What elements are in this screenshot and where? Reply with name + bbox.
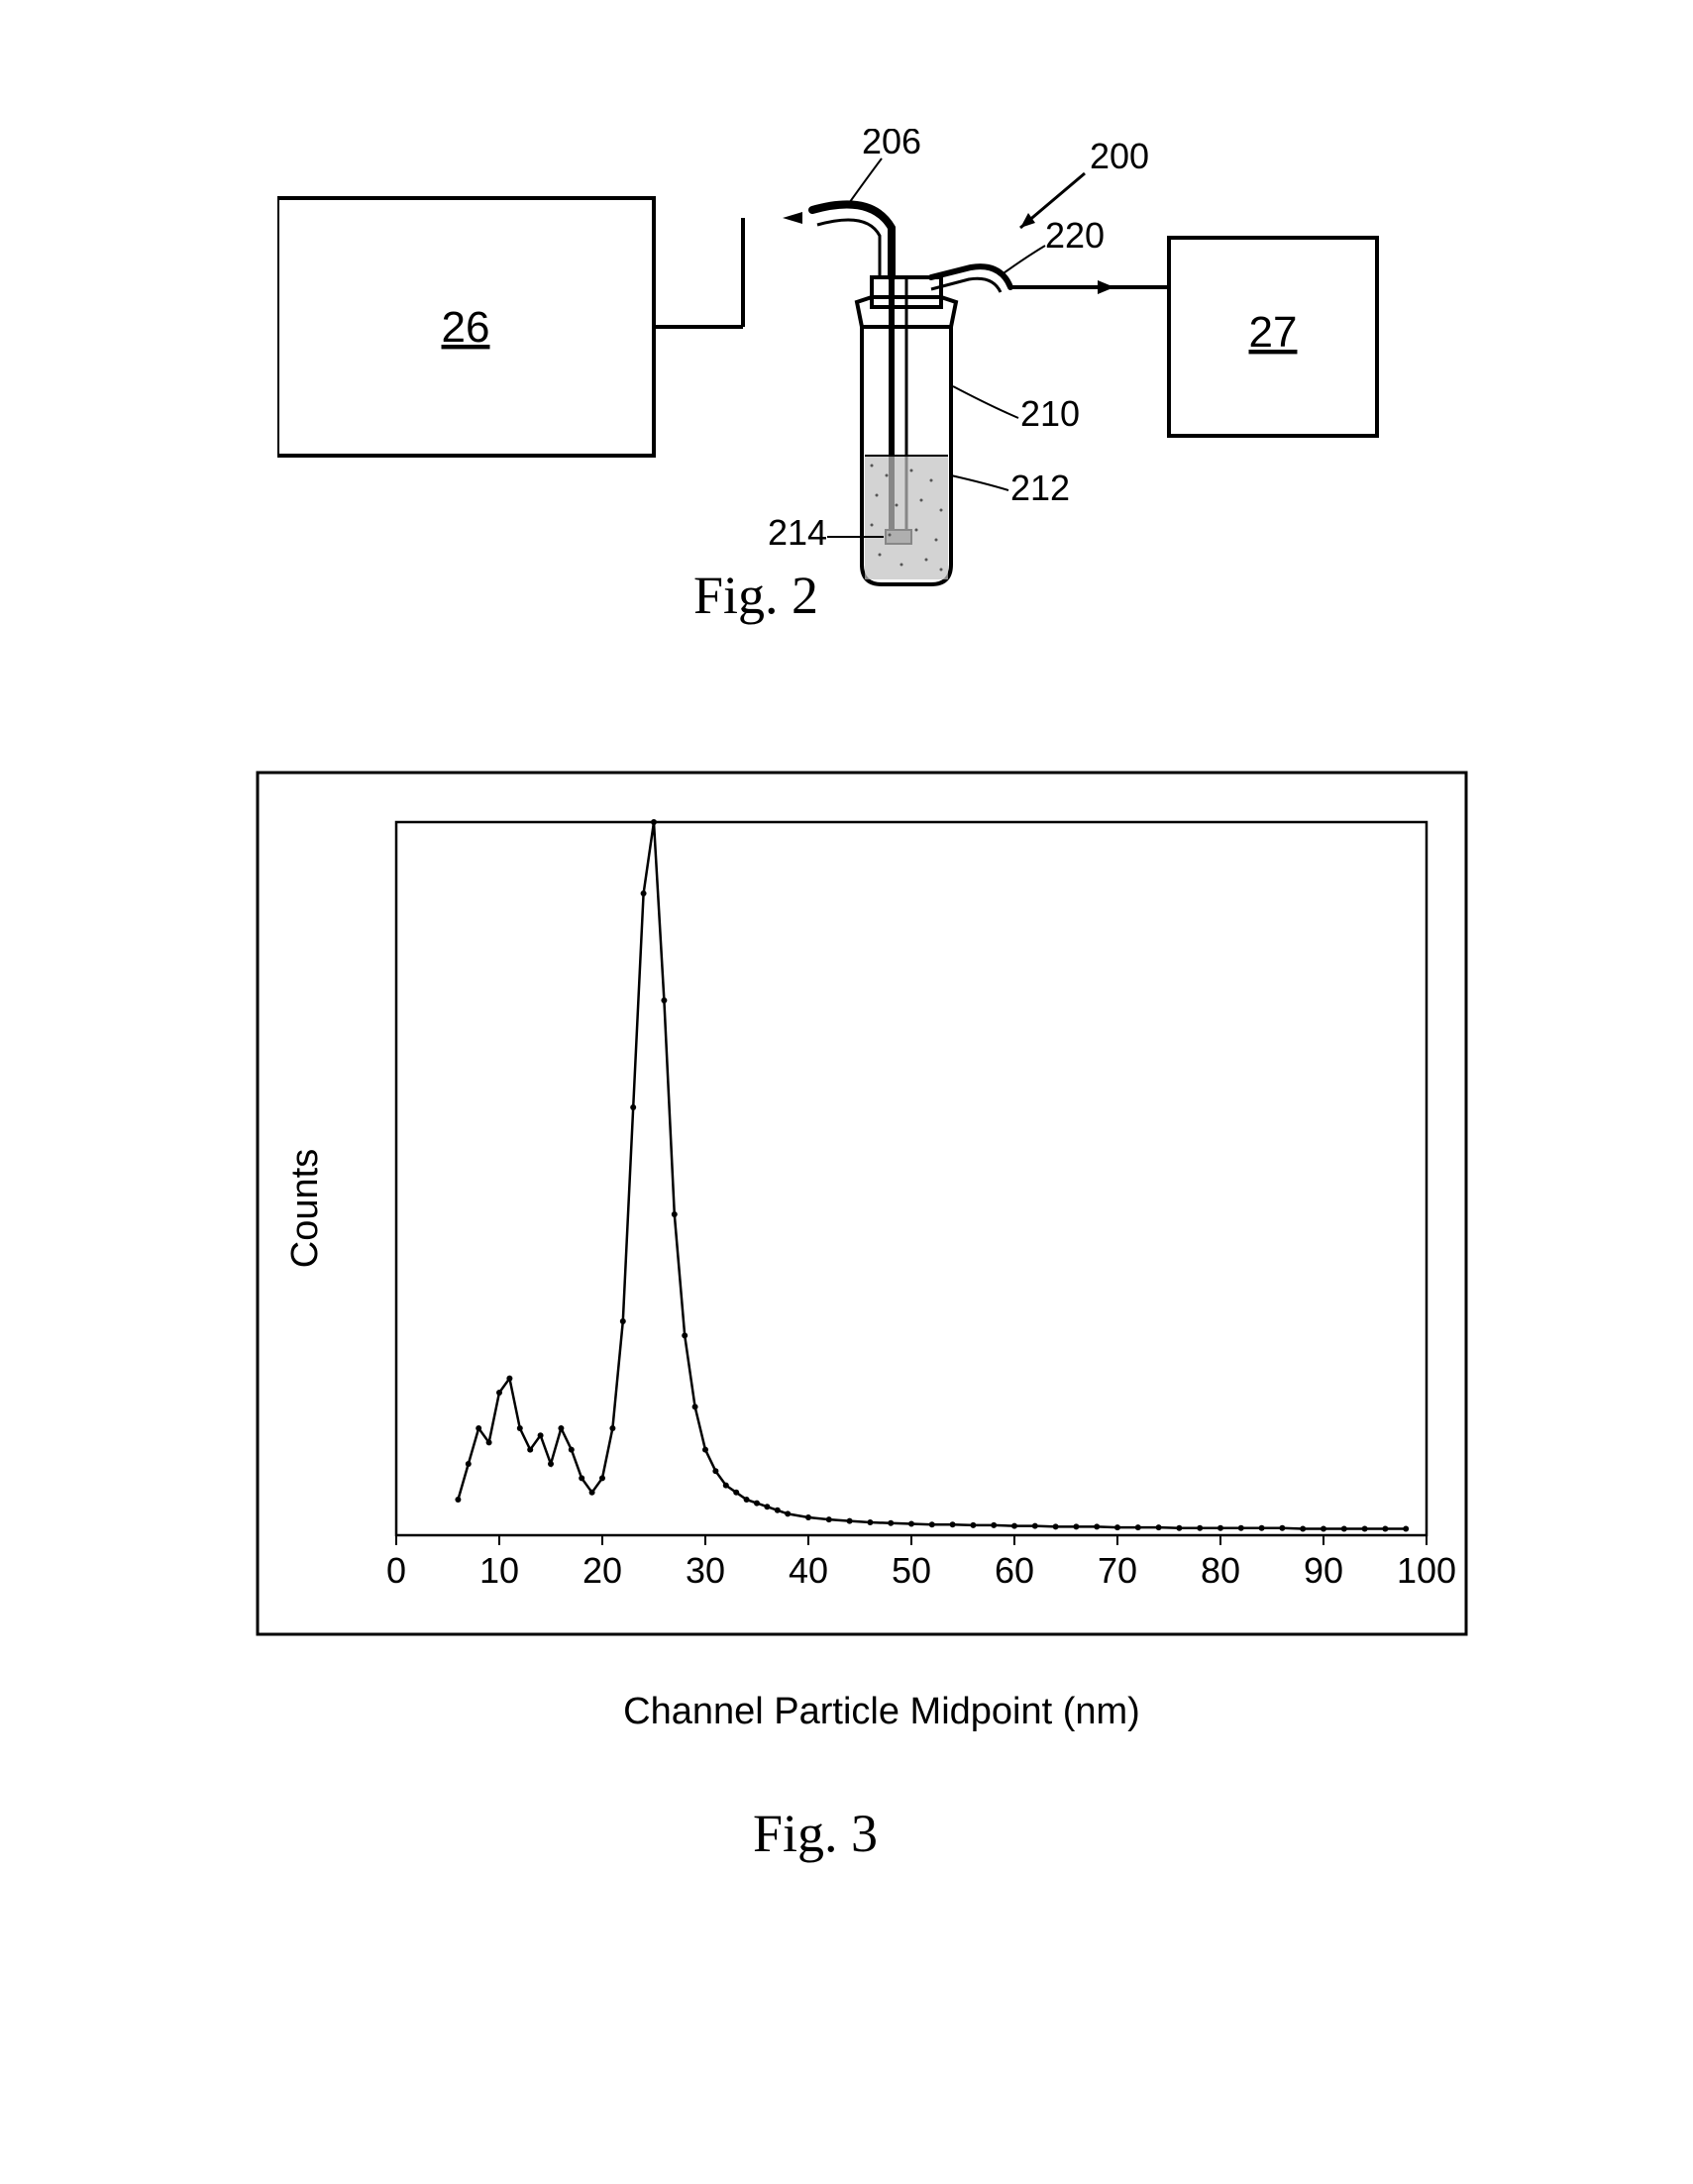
figure-2-diagram: 26 27 — [277, 129, 1417, 624]
box-27-label: 27 — [1249, 308, 1298, 357]
label-206: 206 — [862, 129, 921, 161]
x-axis-label: Channel Particle Midpoint (nm) — [623, 1691, 1140, 1732]
x-axis-ticks: 0 10 20 30 40 50 60 70 80 90 100 — [386, 1535, 1456, 1591]
label-220: 220 — [1045, 215, 1105, 256]
chart-data-series — [455, 819, 1409, 1532]
chart-outer-border — [258, 773, 1466, 1634]
arrowhead-in — [783, 212, 802, 224]
label-200: 200 — [1090, 136, 1149, 176]
svg-text:10: 10 — [479, 1550, 519, 1591]
figure-3-caption: Fig. 3 — [753, 1803, 878, 1864]
svg-text:30: 30 — [686, 1550, 725, 1591]
svg-text:40: 40 — [789, 1550, 828, 1591]
svg-text:50: 50 — [892, 1550, 931, 1591]
svg-text:60: 60 — [995, 1550, 1034, 1591]
figure-2: 26 27 — [277, 129, 1417, 624]
svg-text:0: 0 — [386, 1550, 406, 1591]
svg-text:70: 70 — [1098, 1550, 1137, 1591]
figure-3-chart: 0 10 20 30 40 50 60 70 80 90 100 Counts Channel Pa… — [248, 763, 1476, 1753]
figure-3: 0 10 20 30 40 50 60 70 80 90 100 Counts Channel Pa… — [248, 763, 1476, 1753]
chart-inner-border — [396, 822, 1427, 1535]
svg-text:20: 20 — [582, 1550, 622, 1591]
label-210: 210 — [1020, 393, 1080, 434]
bubbler-apparatus — [812, 204, 1010, 584]
svg-text:100: 100 — [1397, 1550, 1456, 1591]
figure-2-caption: Fig. 2 — [693, 565, 818, 626]
svg-text:80: 80 — [1201, 1550, 1240, 1591]
y-axis-label: Counts — [284, 1149, 326, 1268]
label-212: 212 — [1010, 468, 1070, 508]
box-26-label: 26 — [442, 303, 490, 352]
svg-text:90: 90 — [1304, 1550, 1343, 1591]
arrowhead-out — [1098, 280, 1114, 294]
label-214: 214 — [768, 512, 827, 553]
